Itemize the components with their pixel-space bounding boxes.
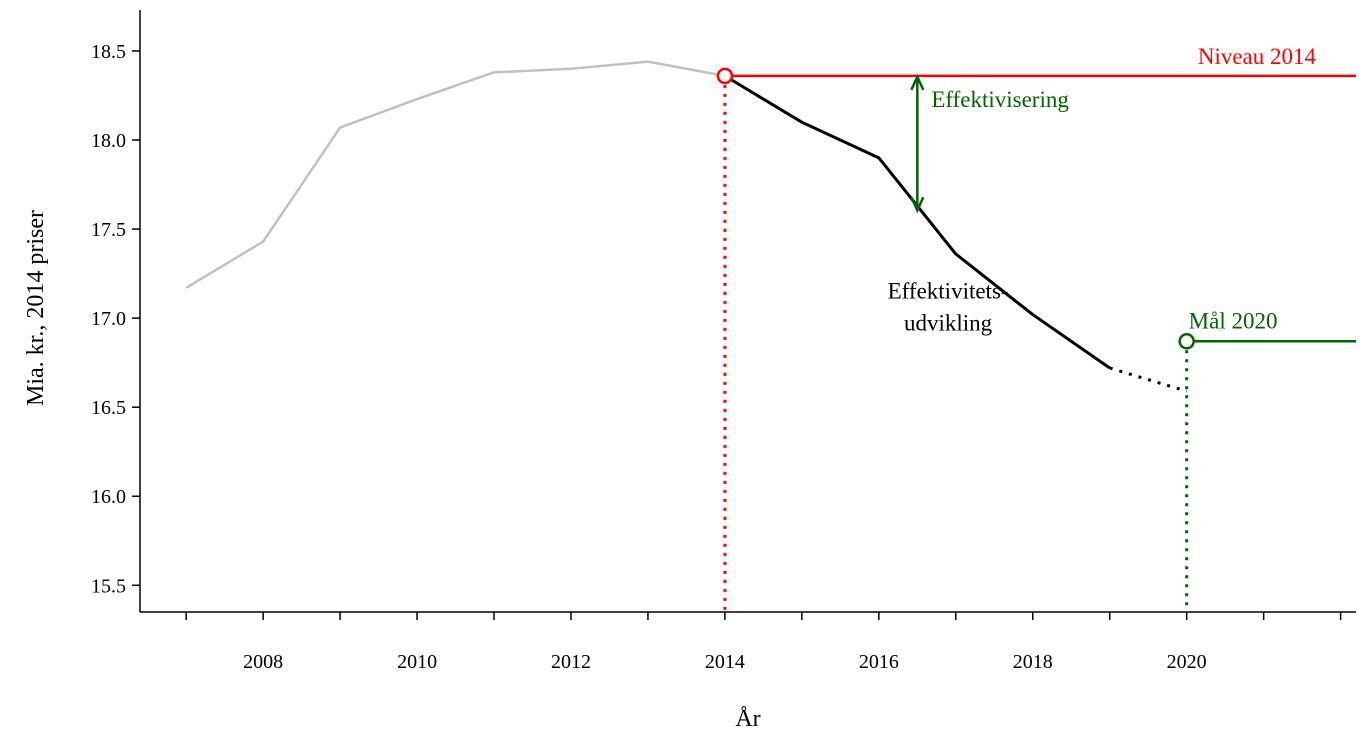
x-tick-label: 2020 bbox=[1167, 651, 1207, 673]
arrow-head-up bbox=[910, 73, 925, 91]
x-tick-label: 2012 bbox=[551, 651, 591, 673]
y-tick-label: 17.5 bbox=[91, 219, 126, 241]
reference-layer: Niveau 2014 Mål 2020 bbox=[716, 44, 1356, 612]
annotation-text-0-0: Effektivitets- bbox=[888, 279, 1009, 304]
marker-circle-0 bbox=[716, 67, 734, 85]
x-tick-label: 2016 bbox=[859, 651, 899, 673]
arrow-label: Effektivisering bbox=[931, 87, 1069, 112]
arrow-head-down bbox=[910, 196, 925, 214]
y-tick-label: 16.5 bbox=[91, 397, 126, 419]
x-tick-label: 2010 bbox=[397, 651, 437, 673]
x-tick-label: 2014 bbox=[705, 651, 745, 673]
y-tick-label: 15.5 bbox=[91, 575, 126, 597]
y-tick-label: 17.0 bbox=[91, 308, 126, 330]
series-line-0 bbox=[185, 60, 726, 289]
series-line-2 bbox=[1109, 366, 1188, 393]
x-axis-title: År bbox=[735, 706, 760, 731]
x-tick-label: 2008 bbox=[243, 651, 283, 673]
annotation-layer: Effektivisering Effektivitets-udvikling bbox=[888, 73, 1069, 336]
axes: 15.5 16.0 16.5 17.0 17.5 18.0 18.5 2008 2010 2012… bbox=[91, 10, 1356, 673]
y-tick-label: 18.5 bbox=[91, 41, 126, 63]
y-tick-label: 16.0 bbox=[91, 486, 126, 508]
reference-line-label-1: Mål 2020 bbox=[1189, 308, 1278, 333]
reference-line-label-0: Niveau 2014 bbox=[1198, 44, 1317, 69]
y-axis-title: Mia. kr., 2014 priser bbox=[23, 210, 49, 406]
y-tick-label: 18.0 bbox=[91, 130, 126, 152]
x-tick-label: 2018 bbox=[1013, 651, 1053, 673]
marker-circle-1 bbox=[1178, 333, 1195, 350]
annotation-text-0-1: udvikling bbox=[904, 311, 993, 336]
